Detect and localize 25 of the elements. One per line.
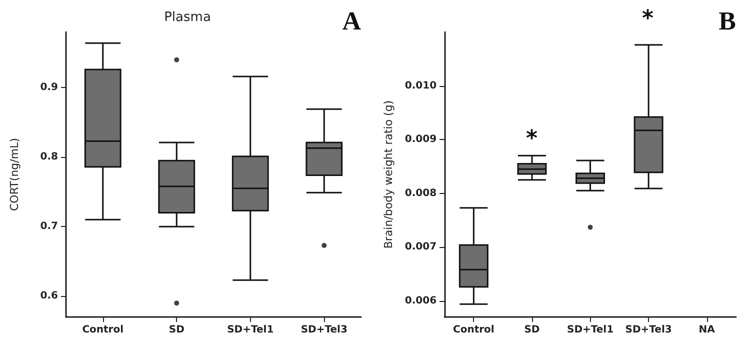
x-tick-label: SD+Tel3 bbox=[300, 324, 348, 336]
y-tick-label: 0.6 bbox=[40, 290, 58, 302]
annotation: * bbox=[526, 126, 538, 152]
x-tick-label: NA bbox=[698, 324, 716, 336]
y-tick-label: 0.8 bbox=[40, 152, 58, 163]
annotation: A bbox=[342, 6, 362, 36]
y-tick-label: 0.9 bbox=[40, 82, 58, 94]
x-tick-label: SD+Tel3 bbox=[625, 324, 672, 336]
x-tick-label: SD bbox=[524, 324, 540, 336]
x-tick-label: Control bbox=[453, 324, 494, 336]
x-tick-label: SD bbox=[168, 324, 184, 336]
y-tick-label: 0.006 bbox=[404, 295, 437, 306]
annotation: B bbox=[718, 6, 736, 36]
y-tick-label: 0.010 bbox=[404, 80, 437, 92]
x-tick-label: Control bbox=[82, 324, 124, 336]
text: * bbox=[642, 6, 654, 32]
x-tick-label: SD+Tel1 bbox=[566, 324, 614, 336]
y-tick-label: 0.007 bbox=[404, 242, 437, 253]
x-tick-label: SD+Tel1 bbox=[227, 324, 274, 336]
y-tick-label: 0.008 bbox=[404, 188, 437, 199]
y-tick-label: 0.7 bbox=[40, 221, 58, 232]
y-axis-title: CORT(ng/mL) bbox=[8, 138, 21, 211]
y-axis-title: Brain/body weight ratio (g) bbox=[382, 100, 395, 249]
chart-title: Plasma bbox=[164, 10, 211, 25]
y-tick-label: 0.009 bbox=[404, 134, 437, 146]
